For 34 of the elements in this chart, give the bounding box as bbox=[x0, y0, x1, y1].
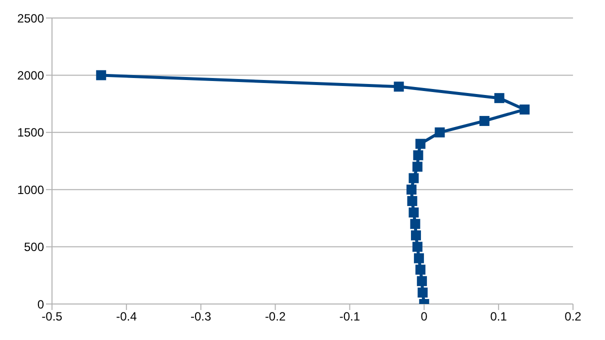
x-tick-label: -0.2 bbox=[264, 310, 286, 324]
x-tick-label: -0.3 bbox=[190, 310, 212, 324]
point bbox=[416, 276, 427, 286]
point bbox=[415, 138, 426, 149]
x-tick-label: 0 bbox=[420, 310, 428, 324]
y-tick-label: 2000 bbox=[17, 68, 44, 82]
x-tick-label: -0.1 bbox=[339, 310, 360, 324]
y-tick-label: 2500 bbox=[17, 11, 44, 26]
y-tick-label: 500 bbox=[24, 240, 44, 254]
point bbox=[408, 173, 419, 184]
y-tick-label: 1500 bbox=[17, 126, 44, 140]
point bbox=[394, 82, 404, 92]
point bbox=[410, 230, 421, 240]
point bbox=[413, 150, 424, 160]
point bbox=[408, 207, 419, 218]
point bbox=[412, 162, 422, 172]
point bbox=[412, 242, 422, 252]
point bbox=[410, 218, 420, 229]
point bbox=[479, 116, 490, 126]
point bbox=[407, 196, 418, 206]
x-tick-label: 0.2 bbox=[564, 310, 582, 324]
point bbox=[494, 93, 504, 104]
y-tick-label: 1000 bbox=[17, 182, 44, 197]
point bbox=[418, 288, 428, 298]
point bbox=[520, 104, 530, 115]
point bbox=[414, 253, 424, 264]
y-tick-label: 0 bbox=[37, 297, 44, 312]
x-tick-label: -0.5 bbox=[42, 310, 63, 324]
point bbox=[96, 70, 106, 80]
point bbox=[406, 184, 416, 195]
x-tick-label: -0.4 bbox=[116, 310, 138, 324]
point bbox=[415, 264, 426, 275]
point bbox=[434, 127, 445, 138]
x-tick-label: 0.1 bbox=[490, 310, 508, 324]
